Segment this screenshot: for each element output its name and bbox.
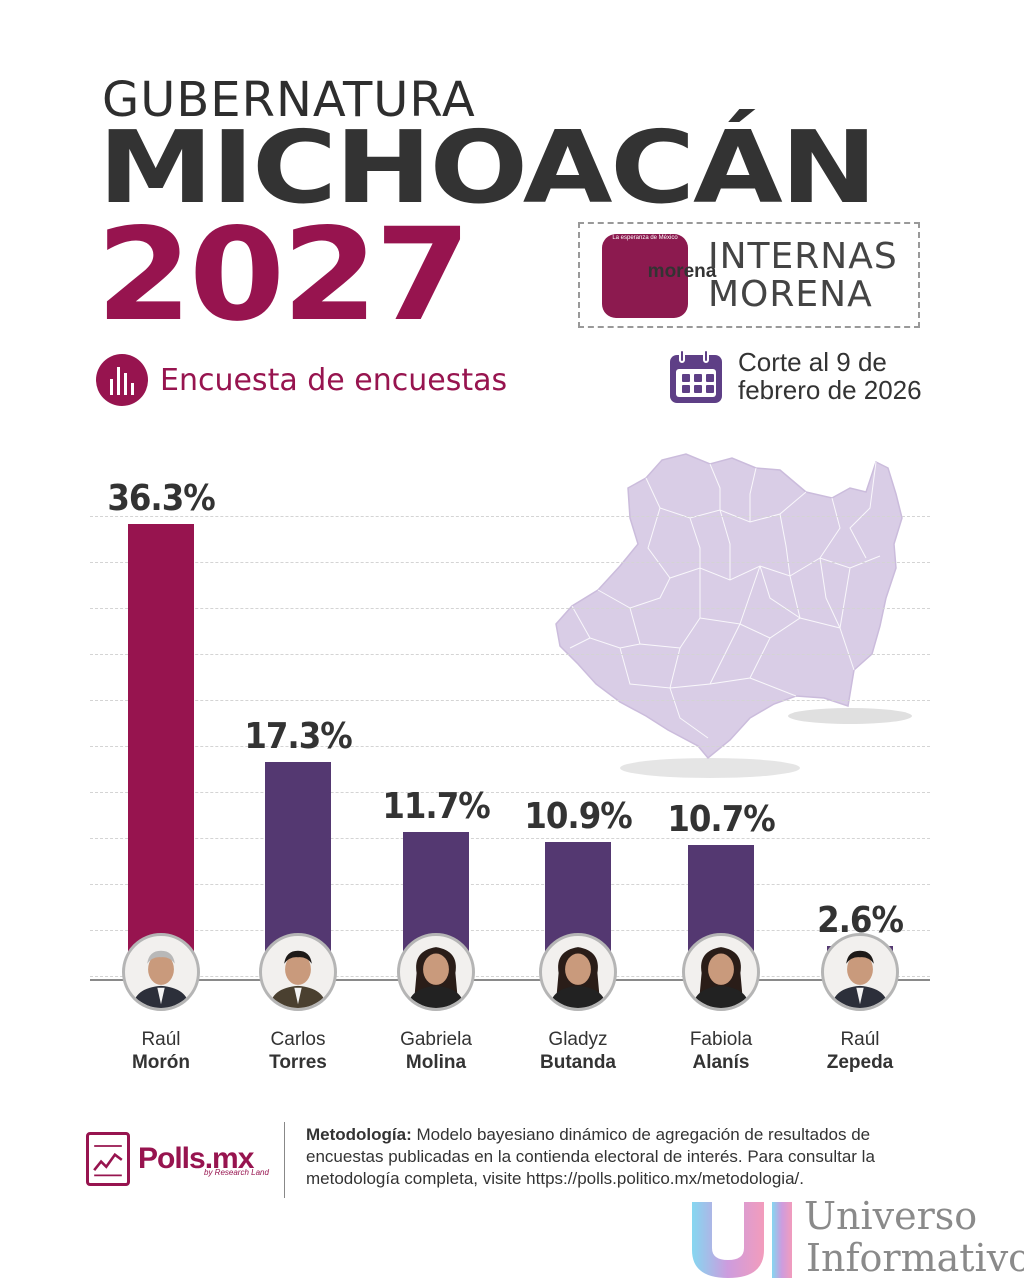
pollsmx-logo: Polls.mx by Research Land (86, 1132, 269, 1186)
cutoff-line2: febrero de 2026 (738, 375, 922, 405)
methodology-body: Modelo bayesiano dinámico de agregación … (306, 1125, 875, 1188)
candidate-first-name: Raúl (840, 1029, 880, 1050)
gridline (90, 654, 930, 655)
gridline (90, 562, 930, 563)
candidate-name: Fabiola Alanís (641, 1028, 801, 1074)
bar (128, 524, 194, 979)
candidate-last-name: Butanda (540, 1052, 616, 1073)
candidate-first-name: Fabiola (689, 1029, 753, 1050)
morena-logo-name: morena (647, 261, 717, 282)
cutoff-date: Corte al 9 de febrero de 2026 (670, 348, 922, 404)
candidate-name: Carlos Torres (218, 1028, 378, 1074)
candidate-avatar (122, 933, 200, 1011)
candidate-name: Raúl Morón (81, 1028, 241, 1074)
gridline (90, 700, 930, 701)
candidate-avatar (682, 933, 760, 1011)
candidate-last-name: Morón (131, 1052, 191, 1073)
gridline (90, 792, 930, 793)
watermark-line1: Universo (804, 1194, 978, 1238)
gridline (90, 930, 930, 931)
bar-value-label: 17.3% (244, 716, 352, 758)
gridline (90, 976, 930, 977)
gridline (90, 746, 930, 747)
candidate-avatar (259, 933, 337, 1011)
cutoff-line1: Corte al 9 de (738, 347, 887, 377)
survey-subtitle: Encuesta de encuestas (96, 354, 507, 406)
bar-chart-icon (96, 354, 148, 406)
internas-line2: MORENA (708, 274, 873, 315)
candidate-avatar (821, 933, 899, 1011)
universo-logo-icon (692, 1202, 792, 1278)
candidate-first-name: Carlos (270, 1029, 326, 1050)
candidate-avatar (539, 933, 617, 1011)
candidate-last-name: Molina (405, 1052, 467, 1073)
morena-logo: morena La esperanza de México (602, 234, 716, 318)
bar-value-label: 10.9% (524, 796, 632, 838)
internas-line1: INTERNAS (708, 236, 898, 277)
candidate-first-name: Raúl (141, 1029, 181, 1050)
gridline (90, 608, 930, 609)
gridline (90, 516, 930, 517)
x-axis-line (90, 979, 930, 981)
internas-morena-badge: morena La esperanza de México INTERNAS M… (578, 222, 920, 328)
survey-subtitle-text: Encuesta de encuestas (160, 362, 508, 398)
pollsmx-sub: by Research Land (204, 1168, 269, 1177)
gridline (90, 884, 930, 885)
candidate-name: Raúl Zepeda (780, 1028, 940, 1074)
methodology-text: Metodología: Modelo bayesiano dinámico d… (306, 1124, 936, 1190)
candidate-last-name: Torres (269, 1052, 327, 1073)
title-gubernatura: GUBERNATURA (102, 72, 476, 128)
morena-logo-sub: La esperanza de México (612, 235, 678, 241)
candidate-first-name: Gabriela (400, 1029, 472, 1050)
title-year: 2027 (96, 201, 471, 350)
watermark-line2: Informativo (806, 1236, 1024, 1280)
candidate-avatar (397, 933, 475, 1011)
calendar-icon (670, 349, 722, 403)
bar-value-label: 11.7% (382, 786, 490, 828)
gridline (90, 838, 930, 839)
methodology-label: Metodología: (306, 1125, 412, 1144)
pollsmx-chart-icon (86, 1132, 130, 1186)
universo-informativo-watermark: Universo Informativo (686, 1194, 1024, 1280)
candidate-last-name: Zepeda (826, 1052, 894, 1073)
footer-divider (284, 1122, 285, 1198)
candidate-name: Gabriela Molina (356, 1028, 516, 1074)
internas-label: INTERNAS MORENA (708, 238, 898, 314)
bar-value-label: 36.3% (107, 478, 215, 519)
candidate-name: Gladyz Butanda (498, 1028, 658, 1074)
michoacan-map-illustration (555, 453, 912, 778)
title-michoacan: MICHOACÁN (98, 109, 878, 226)
candidate-last-name: Alanís (692, 1052, 750, 1073)
candidate-first-name: Gladyz (548, 1029, 608, 1050)
bar-value-label: 10.7% (667, 798, 775, 840)
pollsmx-brand: Polls.mx (138, 1142, 254, 1175)
cutoff-date-text: Corte al 9 de febrero de 2026 (738, 348, 922, 404)
